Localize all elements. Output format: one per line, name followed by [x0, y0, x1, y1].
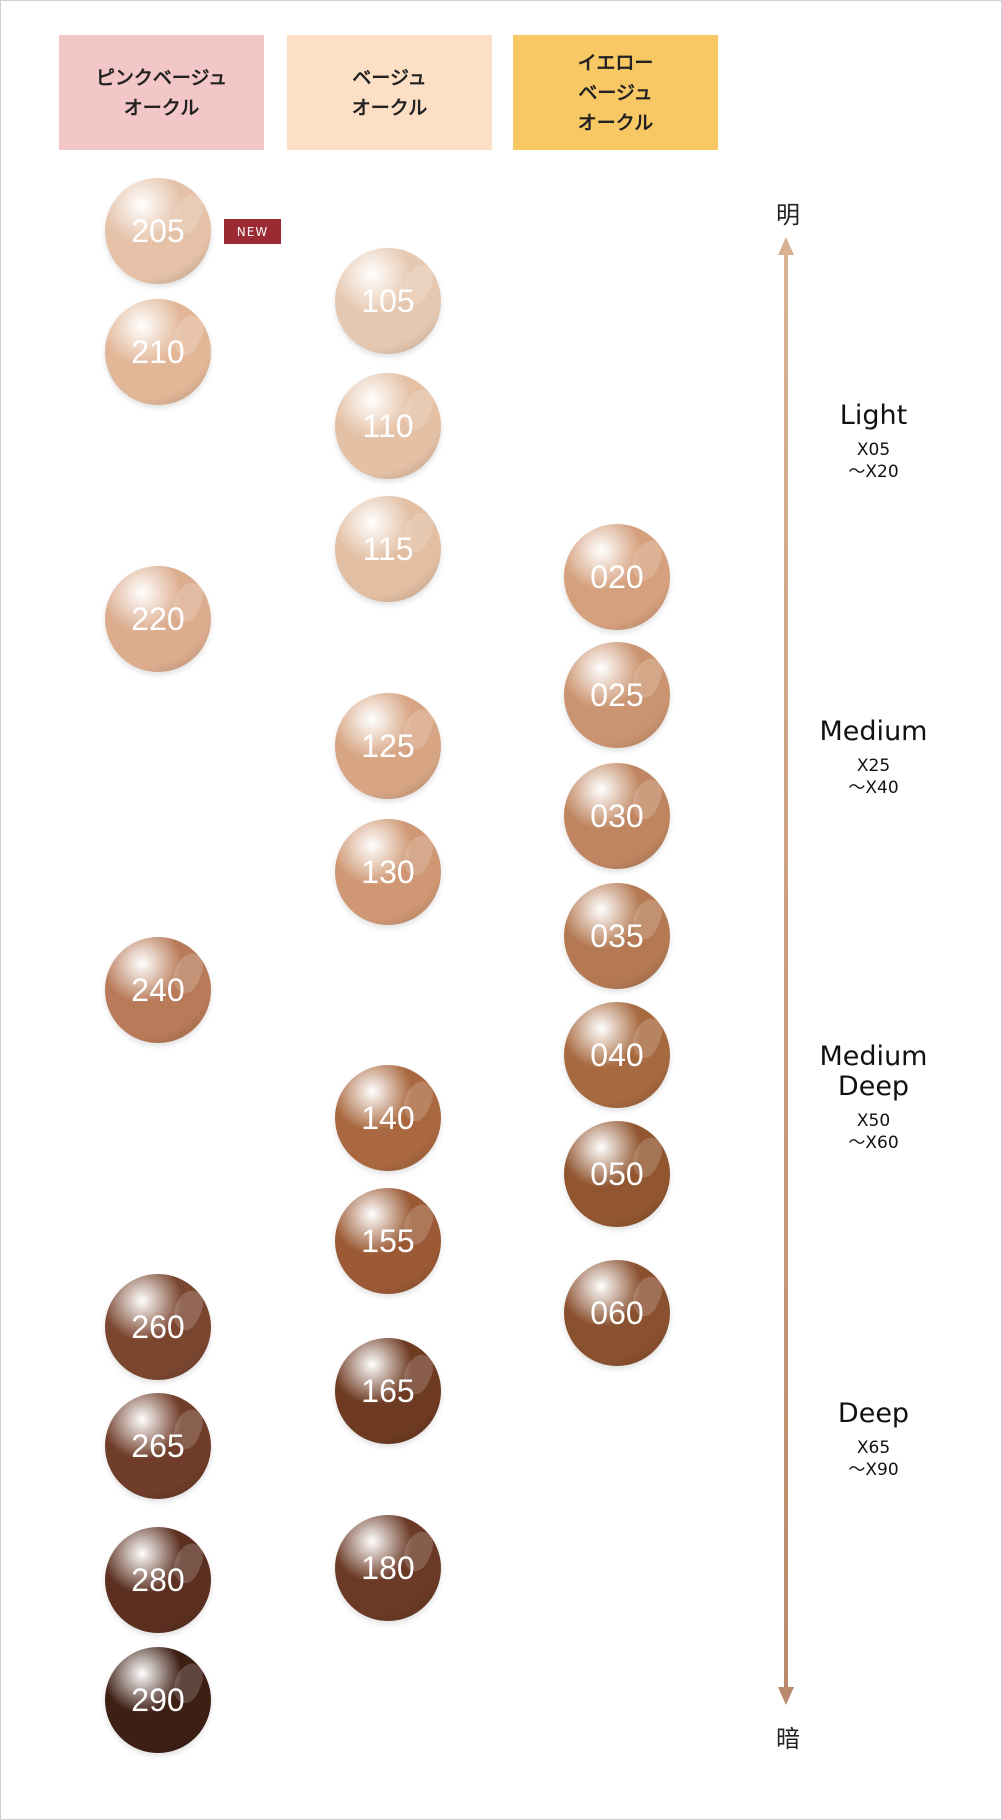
shade-code: 020 — [590, 558, 644, 595]
shade-code: 050 — [590, 1155, 644, 1192]
shade-code: 025 — [590, 676, 644, 713]
level-range-from: X05 — [856, 440, 891, 460]
level-name: Deep — [837, 1398, 910, 1429]
shade-code: 115 — [362, 530, 414, 567]
column-header-line: ベージュ — [352, 66, 427, 89]
column-header-line: オークル — [577, 111, 654, 134]
column-header: ベージュ オークル — [287, 35, 492, 150]
shade-code: 125 — [361, 727, 415, 764]
shade-code: 265 — [131, 1427, 185, 1464]
shade-swatch-290[interactable]: 290 — [105, 1647, 211, 1753]
shade-code: 205 — [131, 212, 185, 249]
shade-swatch-260[interactable]: 260 — [105, 1274, 211, 1380]
shade-swatch-210[interactable]: 210 — [105, 299, 211, 405]
level-name: Medium — [819, 716, 928, 747]
shade-swatch-165[interactable]: 165 — [335, 1338, 441, 1444]
level-label: Deep X65 ～X90 — [791, 1399, 956, 1481]
shade-swatch-050[interactable]: 050 — [564, 1121, 670, 1227]
shade-code: 110 — [362, 407, 414, 444]
level-range-to: ～X60 — [848, 1133, 899, 1153]
level-range-to: ～X40 — [848, 778, 899, 798]
arrow-up-icon — [778, 237, 794, 255]
column-header-line: オークル — [123, 96, 200, 119]
level-name: Medium Deep — [819, 1041, 928, 1102]
shade-code: 130 — [361, 853, 415, 890]
shade-swatch-020[interactable]: 020 — [564, 524, 670, 630]
shade-swatch-240[interactable]: 240 — [105, 937, 211, 1043]
shade-code: 155 — [361, 1222, 415, 1259]
column-header-line: ピンクベージュ — [95, 66, 228, 89]
shade-code: 035 — [590, 917, 644, 954]
shade-code: 040 — [590, 1036, 644, 1073]
shade-swatch-155[interactable]: 155 — [335, 1188, 441, 1294]
shade-swatch-180[interactable]: 180 — [335, 1515, 441, 1621]
column-header-line: オークル — [351, 96, 428, 119]
shade-swatch-280[interactable]: 280 — [105, 1527, 211, 1633]
shade-code: 060 — [590, 1294, 644, 1331]
shade-swatch-265[interactable]: 265 — [105, 1393, 211, 1499]
level-range-to: ～X90 — [848, 1460, 899, 1480]
brightness-scale-line — [784, 249, 788, 1693]
shade-code: 030 — [590, 797, 644, 834]
level-range-to: ～X20 — [848, 462, 899, 482]
shade-swatch-110[interactable]: 110 — [335, 373, 441, 479]
shade-code: 180 — [361, 1549, 415, 1586]
shade-swatch-030[interactable]: 030 — [564, 763, 670, 869]
level-range-from: X50 — [856, 1111, 891, 1131]
level-name: Light — [839, 400, 908, 431]
shade-swatch-025[interactable]: 025 — [564, 642, 670, 748]
arrow-down-icon — [778, 1687, 794, 1705]
shade-swatch-125[interactable]: 125 — [335, 693, 441, 799]
shade-code: 210 — [131, 333, 185, 370]
level-label: Light X05 ～X20 — [791, 401, 956, 483]
shade-swatch-035[interactable]: 035 — [564, 883, 670, 989]
shade-swatch-060[interactable]: 060 — [564, 1260, 670, 1366]
shade-swatch-040[interactable]: 040 — [564, 1002, 670, 1108]
shade-code: 240 — [131, 971, 185, 1008]
shade-code: 105 — [361, 282, 415, 319]
shade-code: 220 — [131, 600, 185, 637]
new-badge: NEW — [224, 219, 281, 244]
column-header-line: イエロー — [577, 51, 654, 74]
level-label: Medium Deep X50 ～X60 — [791, 1042, 956, 1154]
level-label: Medium X25 ～X40 — [791, 717, 956, 799]
shade-code: 280 — [131, 1561, 185, 1598]
shade-swatch-105[interactable]: 105 — [335, 248, 441, 354]
shade-code: 165 — [361, 1372, 415, 1409]
level-range-from: X65 — [856, 1438, 891, 1458]
shade-code: 260 — [131, 1308, 185, 1345]
column-header: ピンクベージュ オークル — [59, 35, 264, 150]
shade-swatch-140[interactable]: 140 — [335, 1065, 441, 1171]
scale-top-label: 明 — [776, 201, 800, 229]
column-header: イエローベージュオークル — [513, 35, 718, 150]
shade-code: 290 — [131, 1681, 185, 1718]
shade-swatch-220[interactable]: 220 — [105, 566, 211, 672]
shade-swatch-130[interactable]: 130 — [335, 819, 441, 925]
shade-code: 140 — [361, 1099, 415, 1136]
column-header-line: ベージュ — [578, 81, 653, 104]
shade-swatch-115[interactable]: 115 — [335, 496, 441, 602]
scale-bottom-label: 暗 — [776, 1725, 800, 1753]
shade-swatch-205[interactable]: 205 — [105, 178, 211, 284]
level-range-from: X25 — [856, 756, 891, 776]
